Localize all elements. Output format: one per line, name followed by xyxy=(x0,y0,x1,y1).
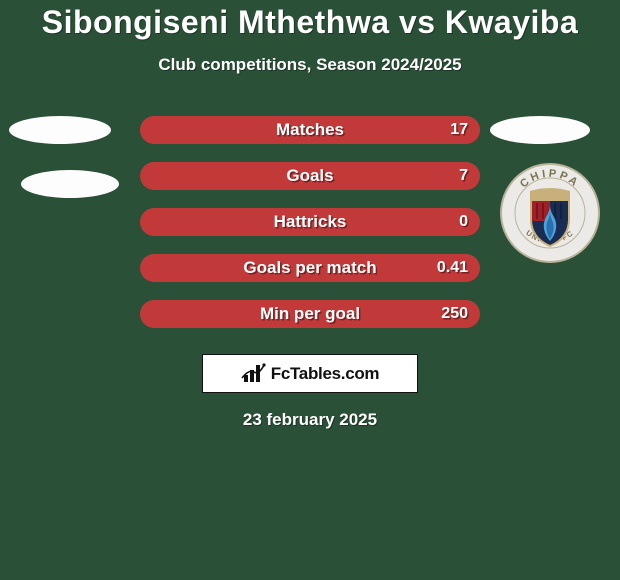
stat-bar: Hattricks 0 xyxy=(140,208,480,236)
stat-value: 17 xyxy=(450,121,468,139)
brand-text: FcTables.com xyxy=(271,364,380,384)
stat-bar: Goals per match 0.41 xyxy=(140,254,480,282)
stat-row: Matches 17 xyxy=(0,107,620,153)
stat-bar: Goals 7 xyxy=(140,162,480,190)
stat-row: Goals per match 0.41 xyxy=(0,245,620,291)
stat-label: Min per goal xyxy=(140,304,480,324)
stat-row: Min per goal 250 xyxy=(0,291,620,337)
bar-chart-icon xyxy=(241,363,267,385)
stat-label: Goals per match xyxy=(140,258,480,278)
stat-row: Goals 7 xyxy=(0,153,620,199)
stat-row: Hattricks 0 xyxy=(0,199,620,245)
stat-bar: Matches 17 xyxy=(140,116,480,144)
comparison-card: Sibongiseni Mthethwa vs Kwayiba Club com… xyxy=(0,0,620,580)
stat-value: 7 xyxy=(459,167,468,185)
stat-label: Matches xyxy=(140,120,480,140)
stat-value: 0.41 xyxy=(437,259,468,277)
stat-value: 0 xyxy=(459,213,468,231)
stat-label: Hattricks xyxy=(140,212,480,232)
stat-value: 250 xyxy=(441,305,468,323)
brand-box: FcTables.com xyxy=(202,354,418,393)
stat-bar: Min per goal 250 xyxy=(140,300,480,328)
stat-rows: CHIPPA UNITED FC xyxy=(0,107,620,337)
footer-date: 23 february 2025 xyxy=(0,410,620,430)
page-title: Sibongiseni Mthethwa vs Kwayiba xyxy=(0,4,620,41)
stat-label: Goals xyxy=(140,166,480,186)
subtitle: Club competitions, Season 2024/2025 xyxy=(0,55,620,75)
